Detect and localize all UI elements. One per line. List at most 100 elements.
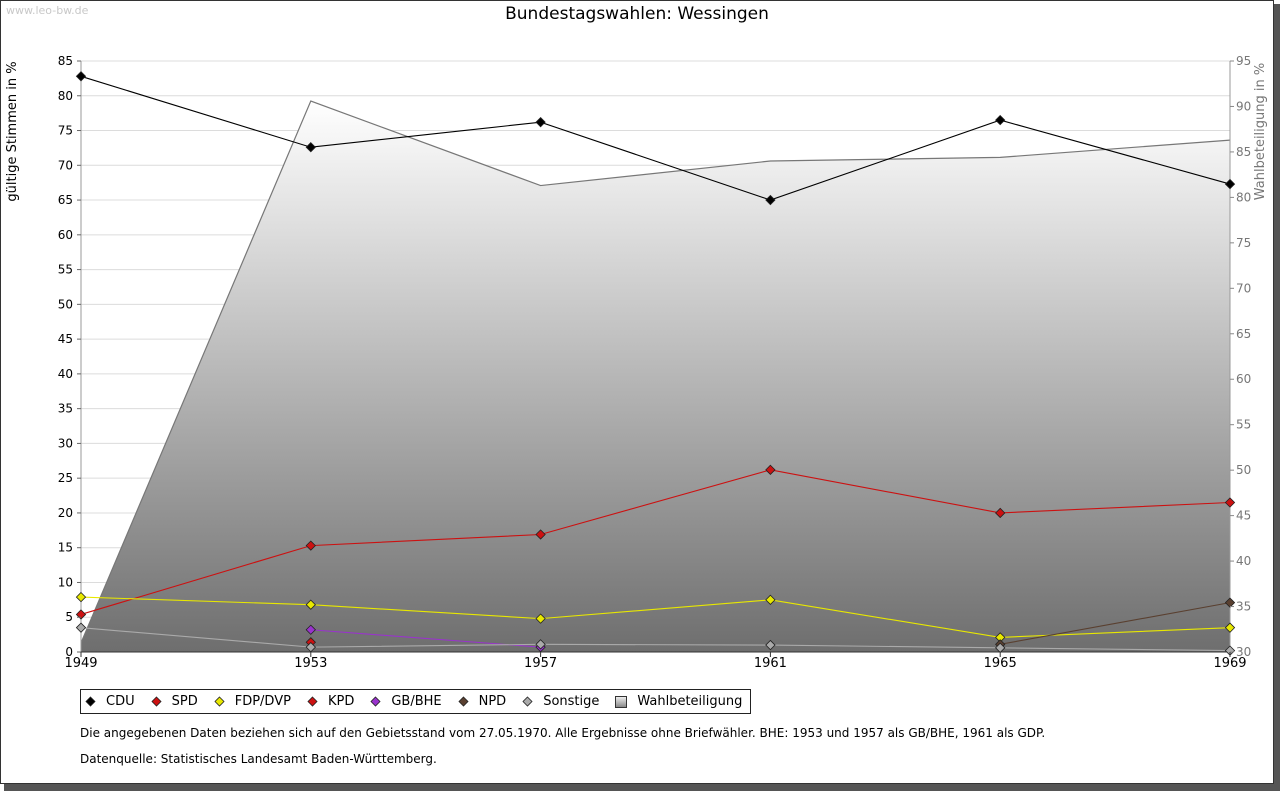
series-line-spd <box>80 469 1231 615</box>
data-point <box>765 464 776 475</box>
legend-item-cdu: CDU <box>85 694 135 709</box>
legend-item-wahlbeteiligung: Wahlbeteiligung <box>615 694 742 709</box>
y2-tick-label: 70 <box>1236 281 1251 295</box>
legend-label: FDP/DVP <box>234 694 291 709</box>
y-tick-label: 75 <box>58 124 73 138</box>
x-tick-label: 1965 <box>984 656 1017 671</box>
data-point <box>305 641 316 653</box>
series-line-fdp-dvp <box>80 596 1231 638</box>
y-tick-label: 20 <box>58 506 73 520</box>
series-line-gb-bhe <box>310 629 541 648</box>
legend-label: Wahlbeteiligung <box>637 694 743 709</box>
data-point <box>75 71 87 82</box>
x-tick-label: 1949 <box>64 656 97 671</box>
data-point <box>305 599 316 610</box>
legend-item-gb-bhe: GB/BHE <box>370 694 442 709</box>
legend-label: NPD <box>478 694 507 709</box>
y-tick-label: 15 <box>58 541 73 555</box>
data-point <box>1224 178 1236 190</box>
tick-labels: 0 5 10 15 20 25 30 35 40 45 50 55 60 65 70 75 80 85 30 35 40… <box>58 54 1252 671</box>
legend-marker <box>370 696 381 707</box>
y-tick-label: 45 <box>58 332 73 346</box>
watermark: www.leo-bw.de <box>6 4 89 17</box>
y-tick-label: 0 <box>65 645 73 659</box>
data-point <box>1224 497 1236 508</box>
y-tick-label: 50 <box>58 297 73 311</box>
series-line-cdu <box>80 75 1231 201</box>
chart-legend: CDU SPD FDP/DVP KPD GB/BHE NPD Sonstige Wahlbet… <box>80 689 752 714</box>
legend-label: KPD <box>327 694 355 709</box>
y2-tick-label: 60 <box>1236 372 1251 386</box>
line-chart: 0 5 10 15 20 25 30 35 40 45 50 55 60 65 70 75 80 85 30 35 40… <box>5 54 1268 671</box>
chart-title: Bundestagswahlen: Wessingen <box>505 4 769 24</box>
legend-marker <box>151 696 162 707</box>
y-tick-label: 25 <box>58 471 73 485</box>
legend-marker <box>458 696 469 707</box>
y2-tick-label: 95 <box>1236 54 1251 68</box>
y-tick-label: 35 <box>58 402 73 416</box>
y2-tick-label: 35 <box>1236 600 1251 614</box>
axis-labels: gültige Stimmen in % Wahlbeteiligung in % <box>5 61 1268 201</box>
y2-tick-label: 75 <box>1236 236 1251 250</box>
data-point <box>1224 622 1236 633</box>
y2-tick-label: 40 <box>1236 554 1251 568</box>
legend-label: Sonstige <box>543 694 600 709</box>
y2-tick-label: 80 <box>1236 190 1251 204</box>
y-tick-label: 70 <box>58 158 73 172</box>
legend-label: GB/BHE <box>391 694 442 709</box>
data-point <box>1224 597 1236 608</box>
legend-label: SPD <box>171 694 198 709</box>
y-tick-label: 10 <box>58 575 73 589</box>
y-tick-label: 85 <box>58 54 73 68</box>
data-point <box>535 117 546 128</box>
y2-tick-label: 65 <box>1236 327 1251 341</box>
y2-tick-label: 50 <box>1236 463 1251 477</box>
data-point <box>305 540 316 551</box>
axes <box>80 61 1231 653</box>
y2-tick-label: 85 <box>1236 145 1251 159</box>
legend-item-npd: NPD <box>458 694 507 709</box>
y2-tick-label: 90 <box>1236 99 1251 113</box>
legend-item-sonstige: Sonstige <box>522 694 599 709</box>
series-line-npd <box>1000 602 1231 645</box>
y-tick-label: 5 <box>65 610 73 624</box>
data-point <box>535 639 546 650</box>
data-point <box>995 114 1006 126</box>
data-point <box>765 194 776 206</box>
y-tick-label: 80 <box>58 89 73 103</box>
frame-shadow-right <box>1274 4 1280 791</box>
y2-tick-label: 45 <box>1236 509 1251 523</box>
legend-marker <box>214 696 225 707</box>
y2-axis-label: Wahlbeteiligung in % <box>1253 63 1268 200</box>
y-axis-label: gültige Stimmen in % <box>5 61 20 201</box>
data-point <box>75 591 87 603</box>
wahlbeteiligung-line <box>80 100 1231 644</box>
y-tick-label: 60 <box>58 228 73 242</box>
wahlbeteiligung-fill <box>81 101 1230 652</box>
legend-item-spd: SPD <box>151 694 198 709</box>
data-point <box>765 639 776 651</box>
frame-shadow-bottom <box>4 784 1280 791</box>
data-point <box>765 594 776 606</box>
data-source-note: Datenquelle: Statistisches Landesamt Bad… <box>80 752 437 766</box>
x-tick-label: 1961 <box>754 656 787 671</box>
y-tick-label: 30 <box>58 436 73 450</box>
legend-item-fdp-dvp: FDP/DVP <box>214 694 291 709</box>
wahlbeteiligung-area <box>80 100 1231 652</box>
legend-marker <box>522 696 533 707</box>
legend-marker <box>85 696 96 707</box>
data-point <box>535 613 546 624</box>
y2-tick-label: 55 <box>1236 418 1251 432</box>
data-point <box>75 622 87 633</box>
series-lines <box>80 75 1231 652</box>
y-tick-label: 65 <box>58 193 73 207</box>
x-tick-label: 1953 <box>294 656 327 671</box>
legend-marker <box>307 696 318 707</box>
x-tick-label: 1957 <box>524 656 557 671</box>
data-point <box>995 507 1006 519</box>
series-line-sonstige <box>80 627 1231 652</box>
y-tick-label: 55 <box>58 263 73 277</box>
data-note: Die angegebenen Daten beziehen sich auf … <box>80 726 1046 740</box>
y-tick-label: 40 <box>58 367 73 381</box>
legend-label: CDU <box>106 694 135 709</box>
